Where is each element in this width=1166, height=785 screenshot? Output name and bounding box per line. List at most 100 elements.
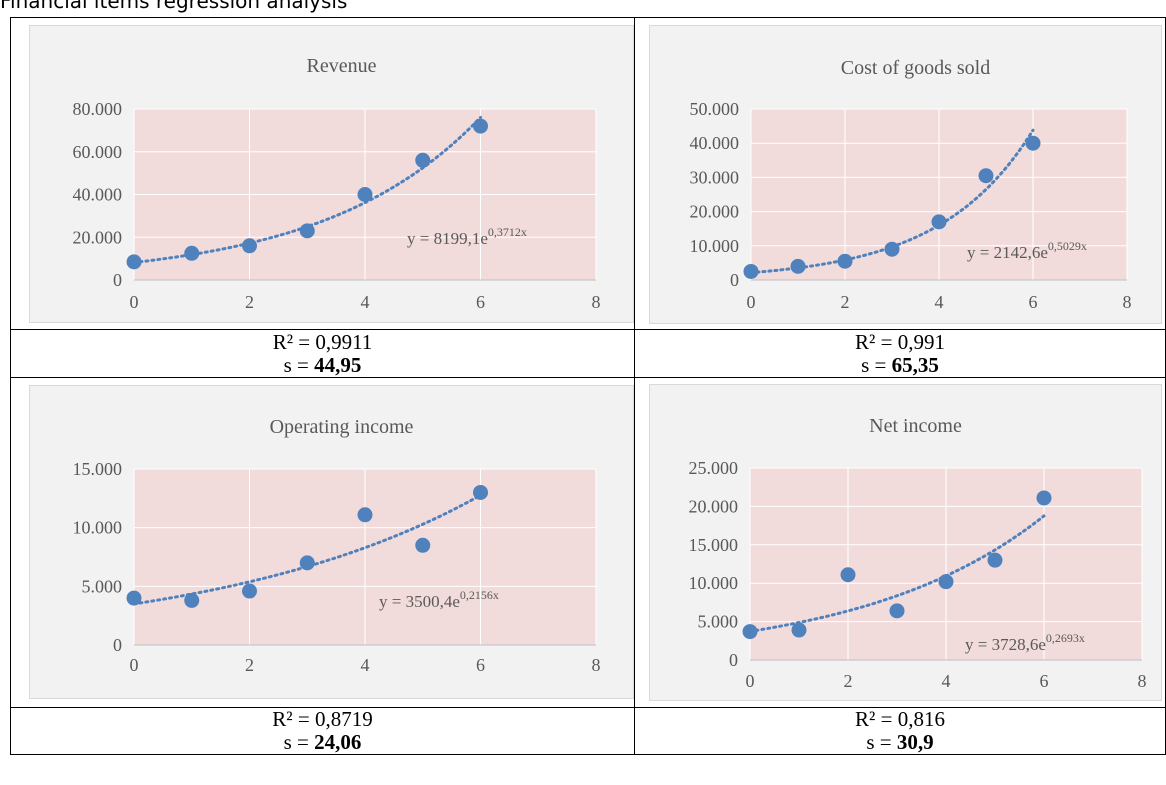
net-income-x-tick-label: 6	[1040, 671, 1049, 691]
operating-income-y-tick-label: 5.000	[82, 576, 123, 596]
net-income-trend-equation: y = 3728,6e0,2693x	[965, 631, 1085, 654]
net-income-y-tick-label: 0	[729, 650, 738, 670]
operating-income-data-point	[357, 507, 373, 523]
r-squared-value: R² = 0,8719	[272, 707, 373, 731]
net-income-chart-cell: Net income 0 5.000 10.000 15.000 20.000 25.000…	[634, 377, 1166, 708]
s-label: s =	[866, 730, 897, 754]
s-label: s =	[283, 352, 315, 377]
operating-income-data-point	[299, 555, 315, 571]
s-value: 30,9	[896, 730, 934, 754]
net-income-y-tick-label: 20.000	[689, 496, 739, 516]
operating-income-trend-equation-base: y = 3500,4e	[379, 592, 460, 611]
revenue-x-tick-label: 2	[245, 292, 254, 312]
net-income-data-point	[938, 574, 954, 590]
operating-income-chart-title: Operating income	[270, 416, 414, 438]
revenue-data-point	[357, 187, 373, 202]
operating-income-y-tick-label: 15.000	[73, 459, 123, 479]
operating-income-x-tick-label: 6	[476, 655, 485, 675]
r-squared-value: R² = 0,991	[855, 329, 945, 354]
revenue-trend-equation-base: y = 8199,1e	[407, 229, 488, 248]
net-income-chart: Net income 0 5.000 10.000 15.000 20.000 25.000…	[635, 384, 1165, 701]
cogs-data-point	[978, 168, 994, 184]
revenue-trend-equation: y = 8199,1e0,3712x	[407, 225, 527, 248]
operating-income-x-tick-label: 4	[361, 655, 370, 675]
cogs-data-point	[884, 241, 900, 257]
cogs-x-tick-label: 6	[1029, 292, 1038, 312]
net-income-y-tick-label: 10.000	[689, 573, 739, 593]
revenue-y-tick-label: 40.000	[73, 185, 123, 205]
operating-income-x-tick-label: 8	[592, 655, 601, 675]
revenue-data-point	[299, 223, 315, 239]
revenue-x-tick-label: 4	[361, 292, 370, 312]
net-income-chart-title: Net income	[869, 415, 962, 437]
revenue-stats-cell: R² = 0,9911 s = 44,95	[10, 329, 635, 378]
net-income-data-point	[1036, 490, 1052, 506]
revenue-chart-cell: Revenue 0 20.000 40.000 60.000 80.000 0 2 4 6 8 y =…	[10, 17, 635, 330]
cogs-trend-equation-exponent: 0,5029x	[1048, 239, 1087, 253]
cogs-trend-equation: y = 2142,6e0,5029x	[967, 239, 1087, 262]
operating-income-stats-cell: R² = 0,8719 s = 24,06	[10, 707, 635, 755]
revenue-trend-equation-exponent: 0,3712x	[488, 225, 527, 239]
net-income-chart-svg: Net income 0 5.000 10.000 15.000 20.000 25.000…	[649, 384, 1162, 701]
revenue-chart: Revenue 0 20.000 40.000 60.000 80.000 0 2 4 6 8 y =…	[11, 25, 634, 323]
cogs-trend-equation-base: y = 2142,6e	[967, 243, 1048, 262]
operating-income-data-point	[473, 484, 488, 500]
cogs-chart: Cost of goods sold 0 10.000 20.000 30.000 40.…	[635, 25, 1165, 324]
operating-income-data-point	[184, 592, 200, 608]
operating-income-data-point	[415, 537, 431, 553]
cogs-y-tick-label: 20.000	[690, 202, 740, 222]
cogs-y-tick-label: 40.000	[690, 133, 740, 153]
cogs-x-tick-label: 2	[841, 292, 850, 312]
operating-income-chart: Operating income 0 5.000 10.000 15.000 0 2 4 6 8 y…	[11, 385, 634, 699]
revenue-chart-title: Revenue	[307, 55, 377, 77]
revenue-y-tick-label: 60.000	[73, 142, 123, 162]
cogs-data-point	[790, 258, 806, 274]
s-value-line: s = 30,9	[635, 731, 1165, 754]
cogs-x-tick-label: 4	[935, 292, 944, 312]
cogs-y-tick-label: 30.000	[690, 167, 740, 187]
s-value: 44,95	[314, 352, 362, 377]
s-label: s =	[861, 352, 892, 377]
operating-income-x-tick-label: 2	[245, 655, 254, 675]
s-value-line: s = 44,95	[11, 352, 634, 377]
s-value: 65,35	[891, 352, 939, 377]
cogs-y-tick-label: 0	[730, 270, 739, 290]
operating-income-data-point	[242, 583, 257, 599]
cogs-y-tick-label: 50.000	[690, 99, 740, 119]
net-income-x-tick-label: 8	[1138, 671, 1147, 691]
net-income-x-tick-label: 4	[942, 671, 951, 691]
cogs-stats-cell: R² = 0,991 s = 65,35	[634, 329, 1166, 378]
net-income-data-point	[889, 603, 905, 619]
revenue-x-tick-label: 6	[476, 292, 485, 312]
net-income-trend-equation-exponent: 0,2693x	[1046, 631, 1085, 645]
r-squared-value: R² = 0,9911	[272, 329, 373, 354]
revenue-data-point	[473, 118, 488, 134]
revenue-data-point	[242, 238, 257, 254]
revenue-data-point	[415, 152, 431, 168]
r-squared-value: R² = 0,816	[855, 707, 945, 731]
revenue-chart-svg: Revenue 0 20.000 40.000 60.000 80.000 0 2 4 6 8 y =…	[29, 25, 634, 323]
net-income-stats-cell: R² = 0,816 s = 30,9	[634, 707, 1166, 755]
operating-income-chart-svg: Operating income 0 5.000 10.000 15.000 0 2 4 6 8 y…	[29, 385, 634, 699]
cogs-data-point	[1025, 135, 1041, 151]
s-label: s =	[283, 730, 315, 754]
net-income-data-point	[840, 567, 856, 583]
net-income-data-point	[987, 552, 1003, 568]
revenue-data-point	[126, 254, 142, 270]
revenue-x-tick-label: 8	[592, 292, 601, 312]
revenue-x-tick-label: 0	[130, 292, 139, 312]
net-income-data-point	[742, 624, 758, 640]
net-income-x-tick-label: 2	[844, 671, 853, 691]
operating-income-y-tick-label: 10.000	[73, 518, 123, 538]
cogs-chart-title: Cost of goods sold	[841, 57, 990, 79]
page-caption: Financial items regression analysis	[0, 0, 348, 13]
net-income-y-tick-label: 5.000	[698, 612, 739, 632]
revenue-y-tick-label: 0	[113, 270, 122, 290]
net-income-trend-equation-base: y = 3728,6e	[965, 635, 1046, 654]
operating-income-x-tick-label: 0	[130, 655, 139, 675]
cogs-data-point	[837, 253, 853, 269]
operating-income-data-point	[126, 590, 142, 606]
operating-income-chart-cell: Operating income 0 5.000 10.000 15.000 0 2 4 6 8 y…	[10, 377, 635, 708]
cogs-chart-cell: Cost of goods sold 0 10.000 20.000 30.000 40.…	[634, 17, 1166, 330]
revenue-data-point	[184, 245, 200, 261]
